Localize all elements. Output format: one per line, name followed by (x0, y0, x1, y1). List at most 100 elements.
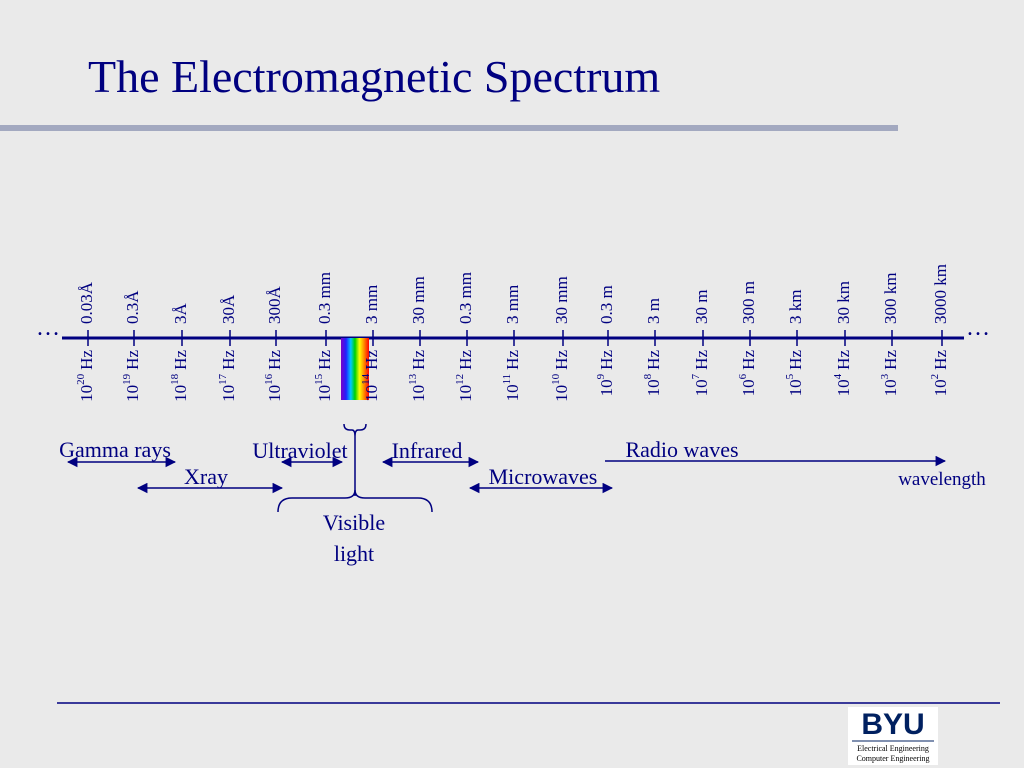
logo-name: BYU (861, 708, 924, 741)
frequency-exponent: 15 (313, 373, 325, 385)
frequency-tick-label: 1020 Hz (75, 350, 96, 402)
frequency-unit: Hz (834, 350, 853, 370)
ellipsis-left: … (36, 315, 60, 341)
frequency-unit: Hz (409, 350, 428, 370)
frequency-base: 10 (739, 379, 758, 396)
frequency-base: 10 (786, 379, 805, 396)
frequency-tick-label: 1016 Hz (263, 350, 284, 402)
frequency-tick-label: 104 Hz (832, 350, 853, 397)
frequency-tick-label: 108 Hz (642, 350, 663, 397)
frequency-exponent: 20 (75, 373, 87, 385)
wavelength-tick-label: 0.3 mm (315, 272, 334, 324)
frequency-base: 10 (597, 379, 616, 396)
frequency-exponent: 3 (879, 373, 891, 379)
frequency-exponent: 5 (784, 373, 796, 379)
wavelength-tick-label: 0.3Å (123, 290, 142, 324)
frequency-tick-label: 1013 Hz (407, 350, 428, 402)
wavelength-tick-label: 3 mm (503, 285, 522, 324)
frequency-tick-label: 1014 Hz (360, 350, 381, 402)
frequency-exponent: 16 (263, 373, 275, 385)
frequency-tick-label: 1017 Hz (217, 350, 238, 402)
ellipsis-right: … (966, 315, 990, 341)
range-label: Radio waves (625, 437, 738, 462)
frequency-exponent: 6 (737, 373, 749, 379)
frequency-unit: Hz (739, 350, 758, 370)
wavelength-tick-label: 0.3 mm (456, 272, 475, 324)
frequency-unit: Hz (503, 350, 522, 370)
ticks: 0.03Å1020Hz0.3Å1019Hz3Å1018Hz30Å1017Hz30… (75, 264, 950, 402)
frequency-tick-label: 1012 Hz (454, 350, 475, 402)
frequency-base: 10 (552, 385, 571, 402)
visible-brace-top (343, 423, 367, 496)
frequency-exponent: 9 (595, 373, 607, 379)
frequency-exponent: 8 (642, 373, 654, 379)
frequency-unit: Hz (362, 350, 381, 370)
frequency-base: 10 (644, 379, 663, 396)
wavelength-tick-label: 0.03Å (77, 281, 96, 324)
frequency-base: 10 (692, 379, 711, 396)
frequency-base: 10 (171, 385, 190, 402)
wavelength-tick-label: 30 mm (552, 276, 571, 324)
title-rule (0, 125, 898, 131)
logo-text: Electrical Engineering (857, 744, 929, 753)
frequency-exponent: 2 (929, 374, 941, 380)
frequency-unit: Hz (552, 350, 571, 370)
wavelength-tick-label: 300 m (739, 281, 758, 324)
wavelength-tick-label: 30 km (834, 281, 853, 324)
frequency-exponent: 14 (360, 373, 372, 385)
range-label: Gamma rays (59, 437, 171, 462)
frequency-unit: Hz (692, 350, 711, 370)
frequency-exponent: 19 (121, 373, 133, 385)
frequency-unit: Hz (77, 350, 96, 370)
frequency-exponent: 10 (550, 373, 562, 385)
frequency-tick-label: 106 Hz (737, 350, 758, 397)
frequency-unit: Hz (456, 350, 475, 370)
wavelength-tick-label: 0.3 m (597, 285, 616, 324)
frequency-unit: Hz (644, 350, 663, 370)
frequency-tick-label: 105 Hz (784, 350, 805, 397)
frequency-unit: Hz (219, 350, 238, 370)
range-label: Microwaves (489, 464, 598, 489)
frequency-unit: Hz (123, 350, 142, 370)
frequency-base: 10 (77, 385, 96, 402)
frequency-exponent: 13 (407, 373, 419, 385)
frequency-base: 10 (265, 385, 284, 402)
title: The Electromagnetic Spectrum (88, 51, 660, 102)
wavelength-tick-label: 3 mm (362, 285, 381, 324)
wavelength-tick-label: 30 m (692, 290, 711, 324)
range-label: Infrared (392, 438, 463, 463)
frequency-base: 10 (362, 385, 381, 402)
frequency-unit: Hz (597, 350, 616, 370)
frequency-exponent: 18 (169, 373, 181, 385)
frequency-base: 10 (315, 385, 334, 402)
frequency-base: 10 (409, 385, 428, 402)
frequency-unit: Hz (265, 350, 284, 370)
range-label: Xray (184, 464, 228, 489)
frequency-tick-label: 1019 Hz (121, 350, 142, 402)
frequency-tick-label: 109 Hz (595, 350, 616, 397)
frequency-unit: Hz (931, 350, 950, 370)
visible-label: light (334, 541, 374, 566)
wavelength-tick-label: 30 mm (409, 276, 428, 324)
frequency-base: 10 (881, 379, 900, 396)
visible-band (341, 338, 369, 400)
wavelength-tick-label: 30Å (219, 294, 238, 324)
logo-box (848, 707, 938, 765)
frequency-base: 10 (503, 384, 522, 401)
wavelength-label: wavelength (898, 469, 986, 490)
range-label: Ultraviolet (252, 438, 347, 463)
frequency-unit: Hz (171, 350, 190, 370)
frequency-tick-label: 1011 Hz (501, 350, 522, 402)
frequency-base: 10 (834, 379, 853, 396)
frequency-tick-label: 1018 Hz (169, 350, 190, 402)
visible-brace (277, 489, 433, 513)
visible-label: Visible (323, 510, 385, 535)
frequency-exponent: 12 (454, 374, 466, 385)
wavelength-tick-label: 300 km (881, 273, 900, 324)
wavelength-tick-label: 3000 km (931, 264, 950, 324)
frequency-exponent: 11 (501, 374, 513, 385)
frequency-exponent: 17 (217, 373, 229, 385)
frequency-tick-label: 1015 Hz (313, 350, 334, 402)
wavelength-tick-label: 3 km (786, 290, 805, 324)
frequency-tick-label: 1010 Hz (550, 350, 571, 402)
